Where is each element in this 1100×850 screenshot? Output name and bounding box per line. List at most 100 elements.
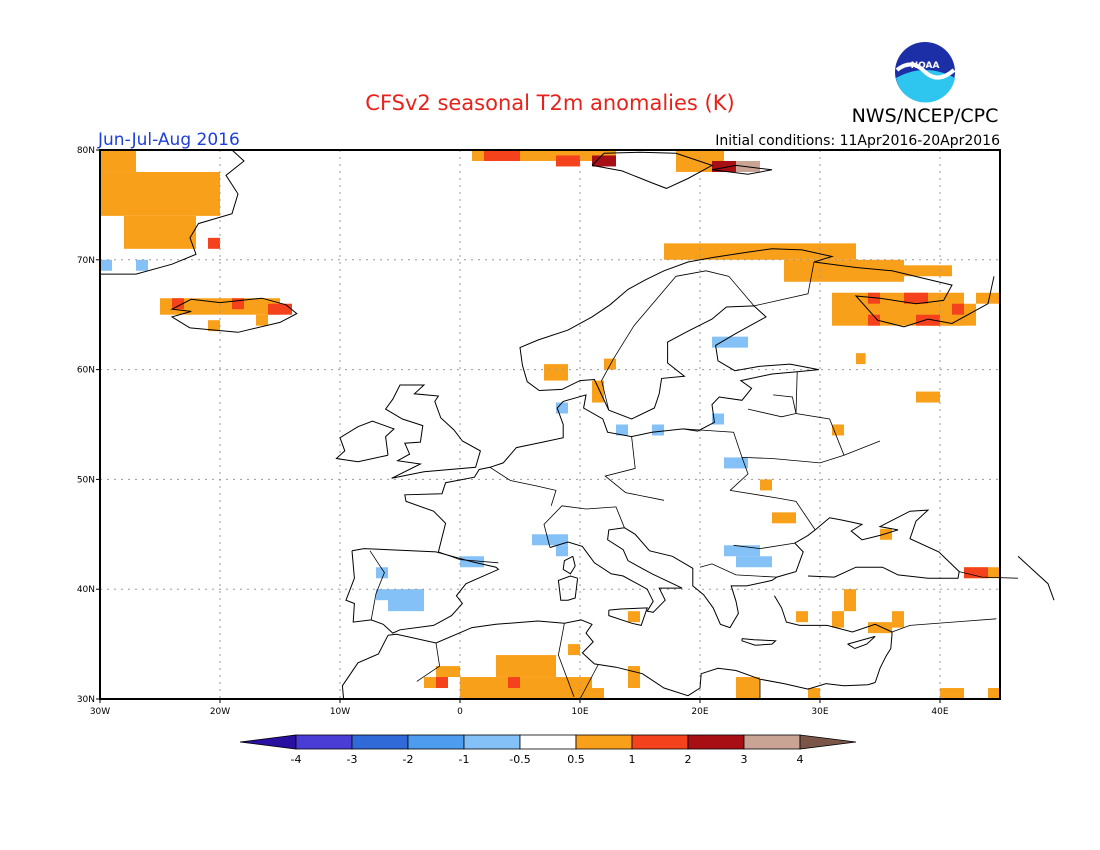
colorbar-label: -0.5: [509, 753, 530, 766]
border-segment: [369, 550, 385, 620]
coastline-segment: [100, 149, 245, 275]
colorbar-label: 0.5: [567, 753, 585, 766]
anomaly-cell-warm-1: [880, 528, 892, 540]
coastline-segment: [562, 555, 576, 575]
anomaly-cell-warm-1: [760, 479, 772, 491]
map-plot: [99, 149, 1055, 700]
lat-tick-label: 80N: [77, 146, 95, 156]
border-segment: [416, 642, 441, 682]
anomaly-cell-warm-1: [544, 364, 568, 381]
colorbar-label: -3: [347, 753, 358, 766]
anomaly-cell-warm-1: [856, 353, 866, 365]
map-frame: [99, 149, 1001, 700]
coastline-segment: [549, 527, 683, 613]
anomaly-cell-warm-1: [664, 243, 856, 260]
coastline-segment: [773, 595, 893, 683]
colorbar-min-arrow: [239, 734, 297, 750]
border-segment: [601, 270, 707, 411]
colorbar-swatch: [575, 734, 633, 750]
anomaly-cell-warm-1: [496, 655, 556, 678]
coastline-segment: [519, 248, 834, 411]
colorbar-label: -2: [403, 753, 414, 766]
border-segment: [604, 436, 665, 501]
anomaly-cell-warm-1: [772, 512, 796, 524]
coastline-segment: [711, 164, 773, 175]
anomaly-cell-cold-1: [736, 556, 772, 568]
coastline-segment: [847, 635, 876, 650]
anomaly-cell-warm-1: [568, 644, 580, 656]
colorbar-swatch: [687, 734, 745, 750]
anomaly-cell-warm-3: [712, 160, 736, 172]
anomaly-cell-warm-2: [484, 150, 520, 161]
colorbar-swatch: [351, 734, 409, 750]
anomaly-cell-cold-1: [376, 567, 388, 579]
anomaly-cell-cold-1: [652, 424, 664, 436]
anomaly-cell-warm-2: [232, 298, 244, 310]
anomaly-cell-warm-1: [208, 320, 220, 332]
border-segment: [579, 664, 599, 700]
colorbar-swatch: [519, 734, 577, 750]
anomaly-cell-warm-1: [628, 611, 640, 623]
lat-tick-label: 40N: [77, 585, 95, 595]
anomaly-cell-warm-2: [436, 677, 448, 689]
coastline-segment: [1017, 555, 1055, 601]
map-title: CFSv2 seasonal T2m anomalies (K): [365, 91, 734, 115]
anomaly-cell-cold-1: [556, 402, 568, 414]
anomaly-cell-warm-2: [868, 314, 880, 326]
anomaly-cell-warm-1: [460, 677, 592, 699]
border-segment: [795, 371, 845, 456]
anomaly-cell-cold-1: [100, 259, 112, 271]
anomaly-cell-warm-3: [592, 155, 616, 167]
lon-tick-label: 30W: [90, 707, 110, 717]
lat-tick-label: 50N: [77, 475, 95, 485]
anomaly-cell-warm-1: [100, 150, 136, 172]
colorbar-swatch: [463, 734, 521, 750]
anomaly-cell-warm-2: [904, 292, 928, 304]
border-segment: [699, 563, 777, 578]
anomaly-cells: [100, 150, 1000, 699]
anomaly-cell-warm-1: [832, 424, 844, 436]
anomaly-cell-cold-1: [712, 413, 724, 425]
border-segment: [557, 623, 575, 697]
colorbar-label: 4: [797, 753, 804, 766]
anomaly-cell-warm-1: [916, 391, 940, 403]
lon-tick-label: 20W: [210, 707, 230, 717]
anomaly-cell-cold-1: [616, 424, 628, 436]
coastline-segment: [404, 369, 819, 553]
border-segment: [705, 270, 755, 307]
colorbar-label: 3: [741, 753, 748, 766]
anomaly-cell-warm-2: [964, 567, 988, 579]
coastline-segment: [170, 297, 298, 333]
coastline-segment: [335, 420, 395, 463]
lon-tick-label: 10W: [330, 707, 350, 717]
forecast-period: Jun-Jul-Aug 2016: [97, 130, 240, 150]
lon-tick-label: 30E: [811, 707, 828, 717]
anomaly-cell-warm-2: [916, 314, 940, 326]
coastline-segment: [608, 607, 648, 626]
anomaly-cell-warm-1: [472, 150, 616, 161]
logo-text: NOAA: [911, 61, 940, 71]
border-segment: [959, 571, 1019, 579]
anomaly-cell-warm-1: [532, 688, 568, 699]
anomaly-cell-warm-1: [796, 611, 808, 623]
colorbar-swatch: [295, 734, 353, 750]
anomaly-cell-cold-1: [136, 259, 148, 271]
anomaly-cell-warm-1: [808, 688, 820, 699]
anomaly-cell-warm-1: [856, 265, 952, 277]
anomaly-cell-warm-1: [580, 688, 604, 699]
anomaly-cell-warm-1: [160, 298, 280, 315]
anomaly-cell-warm-2: [952, 303, 964, 315]
anomaly-cell-warm-2: [172, 298, 184, 310]
anomaly-cell-cold-1: [532, 534, 568, 546]
initial-conditions: Initial conditions: 11Apr2016-20Apr2016: [715, 133, 1000, 149]
anomaly-cell-warm-2: [556, 155, 580, 167]
anomaly-cell-warm-1: [436, 666, 460, 678]
border-segment: [891, 618, 997, 633]
anomaly-cell-warm-1: [592, 380, 604, 403]
longitude-labels: 30W 20W 10W 0 10E 20E 30E 40E: [90, 699, 949, 717]
coastline-segment: [813, 261, 995, 328]
border-segment: [543, 505, 625, 548]
anomaly-cell-warm-1: [892, 611, 904, 628]
colorbar-label: 2: [685, 753, 692, 766]
